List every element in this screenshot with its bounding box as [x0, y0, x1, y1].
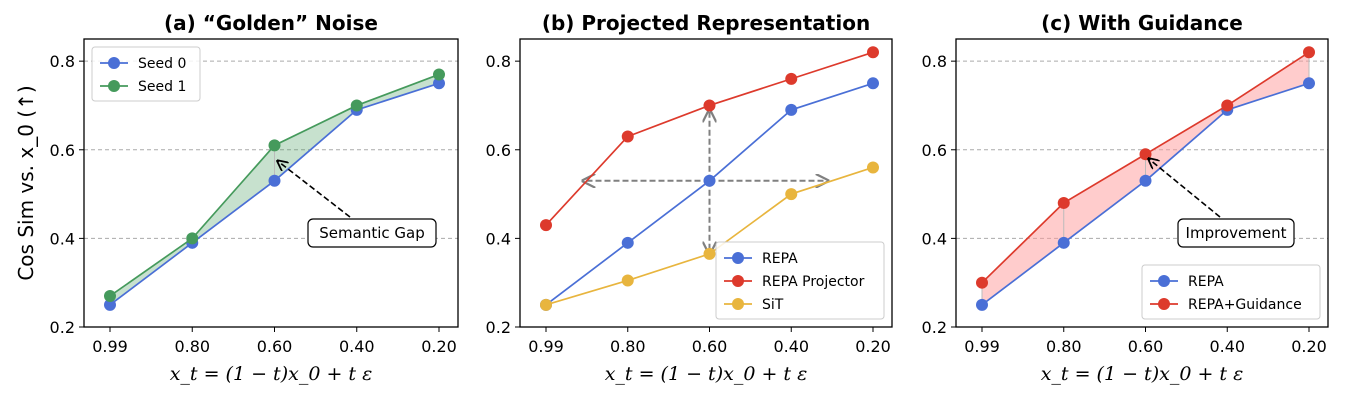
data-point: [1057, 196, 1070, 209]
legend-box: [1141, 264, 1321, 320]
data-point: [976, 298, 988, 311]
legend-label: Seed 0: [138, 56, 186, 72]
annotation-box: [1177, 218, 1295, 248]
y-tick-label: 0.4: [486, 229, 511, 248]
axes-frame: [83, 38, 459, 328]
data-point: [976, 276, 988, 289]
x-tick-label: 0.99: [964, 337, 1000, 356]
x-tick-label: 0.20: [1291, 337, 1327, 356]
data-point: [1303, 46, 1315, 59]
data-point: [268, 139, 281, 152]
x-tick-label: 0.80: [610, 337, 646, 356]
legend: Seed 0 Seed 1: [91, 46, 201, 102]
annotation-arrow: [1149, 159, 1221, 218]
legend-marker: [108, 80, 120, 92]
x-tick-label: 0.40: [339, 337, 375, 356]
y-tick-label: 0.4: [922, 229, 947, 248]
x-tick-label: 0.60: [692, 337, 728, 356]
x-tick-label: 0.40: [1209, 337, 1245, 356]
legend-marker: [1158, 275, 1170, 287]
data-point: [540, 298, 552, 311]
axes-frame: [519, 38, 893, 328]
panel-title: (c) With Guidance: [1041, 11, 1243, 35]
data-point: [867, 161, 879, 174]
legend-marker: [732, 298, 744, 310]
annotation-arrow: [278, 161, 351, 218]
x-axis-label: x_t = (1 − t)x_0 + t ε: [1041, 363, 1244, 385]
y-tick-label: 0.2: [50, 318, 75, 337]
data-point: [867, 46, 879, 59]
x-tick-label: 0.60: [1128, 337, 1164, 356]
legend: REPA REPA+Guidance: [1141, 264, 1321, 320]
x-tick-label: 0.20: [855, 337, 891, 356]
data-point: [1057, 236, 1070, 249]
legend-label: SiT: [762, 297, 784, 313]
legend-marker: [1158, 298, 1170, 310]
panel-title: (a) “Golden” Noise: [164, 11, 378, 35]
panel-1: 0.2 0.4 0.6 0.8 0.99 0.80 0.60 0.40 0.20 (a) “Gol…: [14, 11, 459, 385]
y-tick-label: 0.8: [486, 52, 511, 71]
x-tick-label: 0.20: [421, 337, 457, 356]
legend: REPA REPA Projector SiT: [715, 241, 885, 320]
data-point: [268, 174, 281, 187]
data-point: [785, 103, 798, 116]
legend-label: REPA: [762, 251, 798, 267]
x-tick-label: 0.99: [528, 337, 564, 356]
y-tick-label: 0.8: [922, 52, 947, 71]
data-point: [621, 236, 634, 249]
data-point: [785, 72, 798, 85]
legend-marker: [108, 57, 120, 69]
legend-label: Seed 1: [138, 79, 186, 95]
x-axis-label: x_t = (1 − t)x_0 + t ε: [170, 363, 373, 385]
y-tick-label: 0.4: [50, 229, 75, 248]
panel-3: 0.2 0.4 0.6 0.8 0.99 0.80 0.60 0.40 0.20 (c) With…: [922, 11, 1329, 385]
y-tick-label: 0.6: [922, 141, 947, 160]
series-line-seed-0: [109, 82, 440, 306]
y-tick-label: 0.6: [486, 141, 511, 160]
data-point: [621, 274, 634, 287]
data-point: [785, 188, 798, 201]
x-tick-label: 0.80: [1046, 337, 1082, 356]
legend-box: [715, 241, 885, 320]
data-point: [1139, 174, 1152, 187]
data-point: [350, 99, 363, 112]
x-tick-label: 0.60: [257, 337, 293, 356]
data-point: [1139, 148, 1152, 161]
annotation-box: [307, 218, 437, 248]
legend-label: REPA: [1188, 274, 1224, 290]
x-tick-label: 0.80: [174, 337, 210, 356]
annotation-label: Semantic Gap: [319, 224, 424, 242]
data-point: [433, 68, 445, 81]
x-tick-label: 0.40: [773, 337, 809, 356]
data-point: [703, 174, 716, 187]
legend-label: REPA+Guidance: [1188, 297, 1302, 313]
axes-frame: [955, 38, 1329, 328]
data-point: [1303, 77, 1315, 90]
fill-between-area: [110, 74, 439, 305]
legend-label: REPA Projector: [762, 274, 865, 290]
x-tick-label: 0.99: [92, 337, 128, 356]
legend-marker: [732, 252, 744, 264]
data-point: [867, 77, 879, 90]
y-tick-label: 0.2: [486, 318, 511, 337]
annotation-label: Improvement: [1186, 224, 1287, 242]
y-tick-label: 0.2: [922, 318, 947, 337]
data-point: [703, 247, 716, 260]
y-axis-label: Cos Sim vs. x_0 (↑): [14, 85, 38, 280]
data-point: [703, 99, 716, 112]
data-point: [433, 77, 445, 90]
panel-title: (b) Projected Representation: [542, 11, 870, 35]
legend-marker: [732, 275, 744, 287]
data-point: [104, 298, 116, 311]
data-point: [186, 232, 199, 245]
y-tick-label: 0.6: [50, 141, 75, 160]
data-point: [1221, 99, 1234, 112]
y-tick-label: 0.8: [50, 52, 75, 71]
data-point: [621, 130, 634, 143]
x-axis-label: x_t = (1 − t)x_0 + t ε: [605, 363, 808, 385]
data-point: [540, 219, 552, 232]
data-point: [104, 289, 116, 302]
panel-2: 0.2 0.4 0.6 0.8 0.99 0.80 0.60 0.40 0.20 (b) Proj…: [486, 11, 893, 385]
